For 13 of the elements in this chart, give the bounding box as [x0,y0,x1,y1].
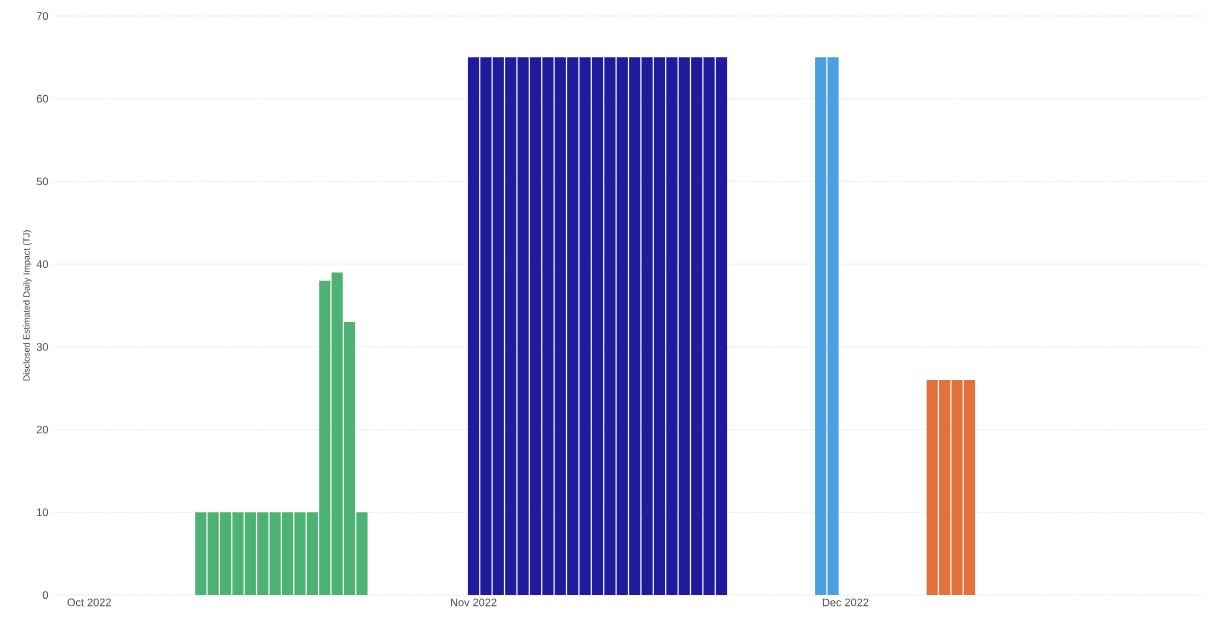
y-tick-label: 20 [36,425,49,434]
y-tick-label: 30 [36,342,49,351]
y-tick-label: 0 [42,591,49,599]
bar [195,512,207,595]
y-tick-label: 70 [36,12,49,20]
y-tick-label: 40 [36,260,49,269]
x-tick-label: Nov 2022 [450,598,497,607]
y-tick-label: 50 [36,177,49,186]
y-tick-label: 10 [37,508,49,517]
x-tick-label: Dec 2022 [822,598,869,607]
y-axis-title: Disclosed Estimated Daily Impact (TJ) [23,230,32,381]
y-tick-label: 60 [36,94,49,103]
x-tick-label: Oct 2022 [67,598,111,607]
